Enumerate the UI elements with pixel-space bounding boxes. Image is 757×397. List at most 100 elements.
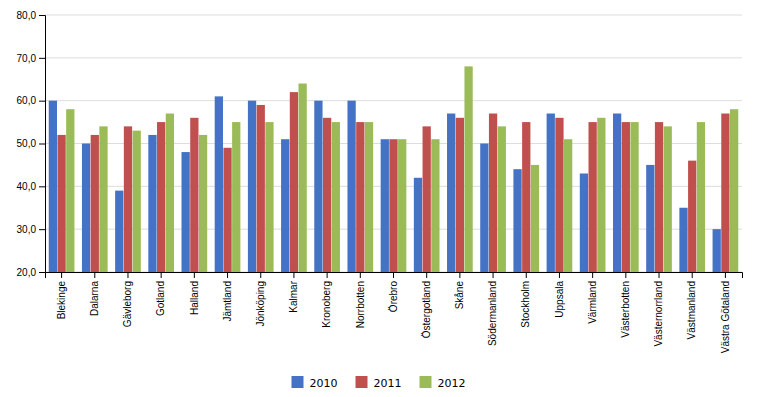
x-tick-mark: [625, 272, 626, 278]
y-tick: 30,0: [17, 224, 45, 235]
y-tick-mark: [39, 58, 45, 59]
bar: [157, 122, 165, 272]
x-tick: Värmland: [587, 272, 598, 324]
bar: [332, 122, 340, 272]
bar: [398, 139, 406, 272]
bar: [91, 135, 99, 272]
y-tick-mark: [39, 186, 45, 187]
x-tick: Kalmar: [288, 272, 299, 313]
bar: [314, 101, 322, 272]
x-tick: Halland: [189, 272, 200, 315]
bar: [531, 165, 539, 272]
x-tick: Norrbotten: [355, 272, 366, 328]
x-tick-mark: [260, 272, 261, 278]
bar: [347, 101, 355, 272]
x-tick-mark: [592, 272, 593, 278]
bar: [655, 122, 663, 272]
x-tick: Uppsala: [554, 272, 565, 318]
x-tick: Gotland: [155, 272, 166, 316]
x-tick-mark: [559, 272, 560, 278]
y-tick-label: 80,0: [17, 10, 37, 21]
x-tick-mark: [692, 272, 693, 278]
x-tick: Jämtland: [222, 272, 233, 322]
x-tick-mark: [725, 272, 726, 278]
x-tick: Västerbotten: [620, 272, 631, 338]
x-tick-mark: [526, 272, 527, 278]
bar: [622, 122, 630, 272]
bar: [646, 165, 654, 272]
legend: 2010 2011 2012: [292, 376, 466, 390]
x-tick: Kronoberg: [321, 272, 332, 328]
x-tick: Östergotland: [421, 272, 432, 338]
bar: [223, 148, 231, 272]
legend-swatch: [292, 376, 304, 388]
bar: [232, 122, 240, 272]
bar: [115, 191, 123, 272]
x-tick-label: Halland: [189, 281, 200, 315]
bar: [664, 126, 672, 272]
legend-item: 2011: [356, 376, 402, 390]
x-tick-label: Jönköping: [255, 281, 266, 327]
bar: [290, 92, 298, 272]
x-tick-mark: [194, 272, 195, 278]
x-tick-mark: [426, 272, 427, 278]
legend-item: 2012: [420, 376, 466, 390]
bar: [166, 114, 174, 272]
bar: [356, 122, 364, 272]
bar: [414, 178, 422, 272]
y-tick-label: 20,0: [17, 267, 37, 278]
bar-series: [66, 66, 738, 272]
x-tick: Jönköping: [255, 272, 266, 327]
x-tick-mark: [360, 272, 361, 278]
bar: [613, 114, 621, 272]
y-tick: 50,0: [17, 138, 45, 149]
plot: 20,030,040,050,060,070,080,0BlekingeDala…: [17, 10, 743, 358]
bar: [522, 122, 530, 272]
bar-series: [57, 92, 729, 272]
y-axis: 20,030,040,050,060,070,080,0: [17, 10, 46, 278]
bar: [713, 229, 721, 272]
bar: [182, 152, 190, 272]
x-axis: BlekingeDalarnaGävleborgGotlandHallandJä…: [46, 272, 743, 353]
y-tick-label: 30,0: [17, 224, 37, 235]
x-tick-mark: [227, 272, 228, 278]
grid-line: [45, 57, 742, 58]
bar: [49, 101, 57, 272]
x-tick-label: Kronoberg: [321, 281, 332, 328]
y-tick: 40,0: [17, 181, 45, 192]
y-tick-label: 40,0: [17, 181, 37, 192]
bar-series: [49, 96, 721, 272]
x-tick-mark: [161, 272, 162, 278]
bar: [257, 105, 265, 272]
bar: [464, 66, 472, 272]
x-tick-label: Skåne: [454, 281, 465, 310]
legend-swatch: [356, 376, 368, 388]
x-tick: Stockholm: [520, 272, 531, 328]
bar: [298, 84, 306, 272]
bar: [597, 118, 605, 272]
legend-label: 2012: [438, 377, 466, 390]
bar: [480, 144, 488, 273]
bar: [148, 135, 156, 272]
legend-label: 2010: [310, 377, 338, 390]
bar: [721, 114, 729, 272]
x-tick: Örebro: [388, 272, 399, 312]
bar: [199, 135, 207, 272]
x-tick-mark: [659, 272, 660, 278]
bar: [82, 144, 90, 273]
grid-line: [45, 100, 742, 101]
x-tick-label: Kalmar: [288, 280, 299, 312]
x-tick: Gävleborg: [122, 272, 133, 327]
y-tick-mark: [39, 144, 45, 145]
bar: [431, 139, 439, 272]
bar: [498, 126, 506, 272]
legend-label: 2011: [374, 377, 402, 390]
y-tick-label: 50,0: [17, 138, 37, 149]
bar: [564, 139, 572, 272]
x-tick-mark: [459, 272, 460, 278]
x-tick-label: Västra Götaland: [720, 281, 731, 353]
x-tick: Skåne: [454, 272, 465, 309]
x-tick: Västernorrland: [653, 272, 664, 347]
x-tick-mark: [127, 272, 128, 278]
y-tick-label: 70,0: [17, 53, 37, 64]
